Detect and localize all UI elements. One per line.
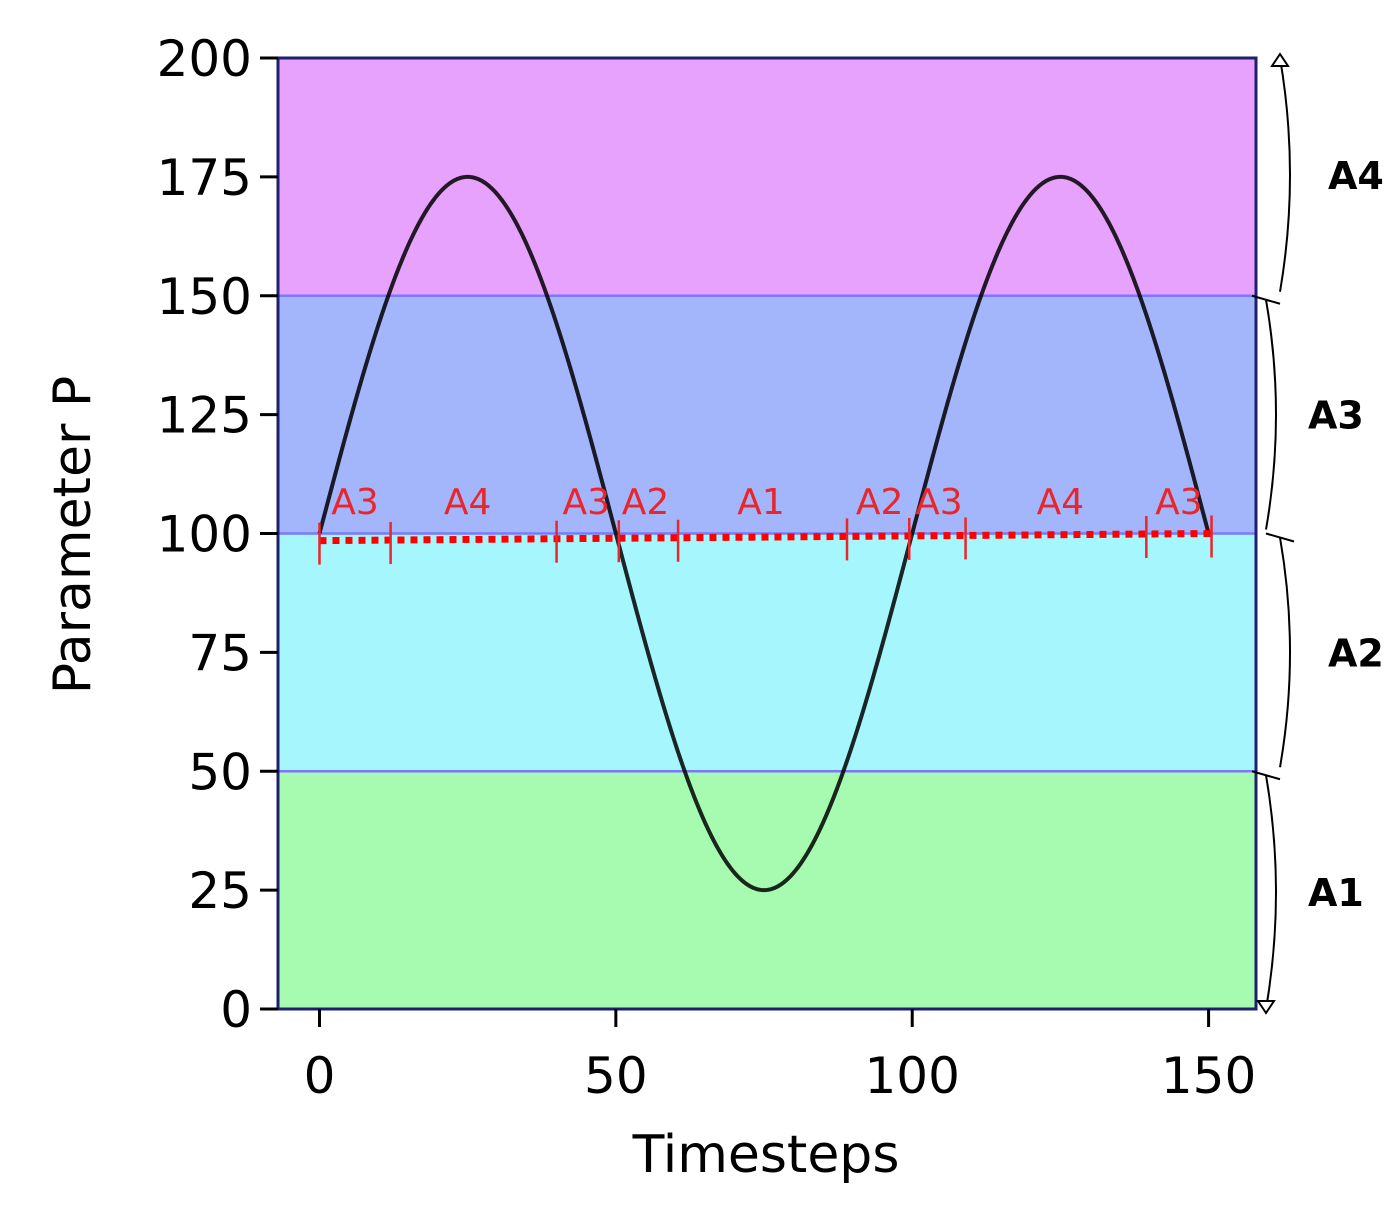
y-tick-label: 75 [188, 624, 252, 682]
brace-arrow-down-icon [1256, 1000, 1276, 1015]
segment-label: A3 [331, 482, 379, 523]
band-brace [1265, 299, 1277, 530]
x-tick-label: 50 [584, 1047, 648, 1105]
band-a2 [278, 533, 1256, 772]
y-tick-label: 175 [157, 149, 252, 207]
segment-label: A1 [737, 482, 785, 523]
segment-label: A2 [622, 482, 670, 523]
x-tick-label: 0 [304, 1047, 336, 1105]
y-tick-label: 50 [188, 743, 252, 801]
segment-label: A3 [562, 482, 610, 523]
axes: 0 25 50 75 100 125 150 175 200 0 50 100 150 [157, 30, 1257, 1105]
segment-layer: A3 A4 A3 A2 A1 A2 A3 A4 A3 [318, 482, 1213, 565]
band-regions [278, 58, 1256, 1009]
band-label: A4 [1328, 154, 1384, 198]
band-brace [1279, 537, 1291, 768]
brace-end-mark [1265, 532, 1295, 543]
band-braces: A1 A2 A3 A4 [1251, 52, 1384, 1015]
brace-end-mark [1251, 294, 1281, 305]
y-tick-label: 125 [157, 387, 252, 445]
y-tick-label: 100 [157, 506, 252, 564]
y-tick-label: 150 [157, 268, 252, 326]
band-label: A1 [1308, 871, 1364, 915]
y-tick-label: 0 [220, 981, 252, 1039]
band-a3 [278, 295, 1256, 534]
y-axis-label: Parameter P [43, 376, 103, 694]
x-tick-label: 100 [864, 1047, 959, 1105]
band-brace [1279, 57, 1291, 292]
y-tick-label: 200 [157, 30, 252, 88]
band-label: A2 [1328, 631, 1384, 675]
band-label: A3 [1308, 394, 1364, 438]
segment-label: A3 [1155, 482, 1203, 523]
band-a4 [278, 58, 1256, 296]
series-curve [317, 174, 1211, 893]
band-brace [1265, 775, 1277, 1010]
y-tick-label: 25 [188, 862, 252, 920]
segment-label: A4 [444, 482, 492, 523]
brace-arrow-up-icon [1270, 52, 1290, 67]
x-tick-label: 150 [1161, 1047, 1256, 1105]
curve-layer [317, 174, 1211, 893]
brace-end-mark [1251, 770, 1281, 781]
segment-label: A3 [915, 482, 963, 523]
segment-dotted-line [319, 530, 1212, 545]
segment-label: A4 [1037, 482, 1085, 523]
segment-label: A2 [856, 482, 904, 523]
x-axis-label: Timesteps [632, 1125, 900, 1185]
